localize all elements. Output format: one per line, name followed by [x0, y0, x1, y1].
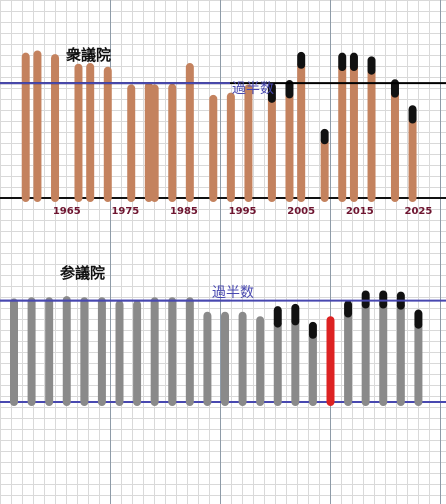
shugiin-majority-label: 過半数: [232, 81, 274, 97]
year-tick-label: 1995: [229, 206, 257, 217]
year-tick-label: 1965: [53, 206, 81, 217]
sangiin-title: 参議院: [60, 264, 105, 282]
year-tick-label: 2005: [287, 206, 315, 217]
year-tick-label: 2025: [404, 206, 432, 217]
shugiin-title: 衆議院: [66, 46, 111, 64]
year-tick-label: 1975: [111, 206, 139, 217]
year-tick-label: 1985: [170, 206, 198, 217]
year-tick-label: 2015: [346, 206, 374, 217]
sangiin-majority-label: 過半数: [212, 285, 254, 301]
